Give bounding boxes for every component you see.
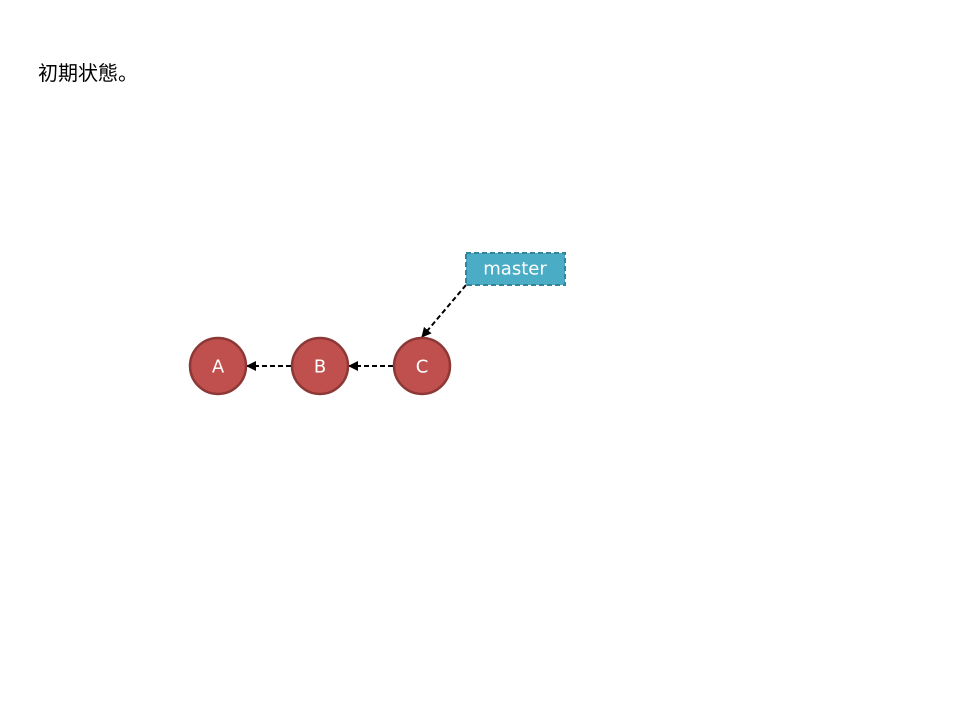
branch-label: master bbox=[483, 259, 547, 280]
slide-caption: 初期状態。 bbox=[38, 61, 138, 85]
commit-label: C bbox=[416, 357, 429, 378]
branch-box bbox=[465, 252, 566, 286]
commit-node-b[interactable]: B bbox=[290, 336, 350, 396]
branch-pointer-arrow bbox=[421, 284, 467, 338]
branch-master[interactable]: master bbox=[465, 252, 566, 286]
commit-label: A bbox=[212, 357, 225, 378]
commit-label: B bbox=[314, 357, 326, 378]
commit-circle bbox=[392, 336, 452, 396]
commit-circle bbox=[188, 336, 248, 396]
commit-node-c[interactable]: C bbox=[392, 336, 452, 396]
commit-circle bbox=[290, 336, 350, 396]
commit-node-a[interactable]: A bbox=[188, 336, 248, 396]
